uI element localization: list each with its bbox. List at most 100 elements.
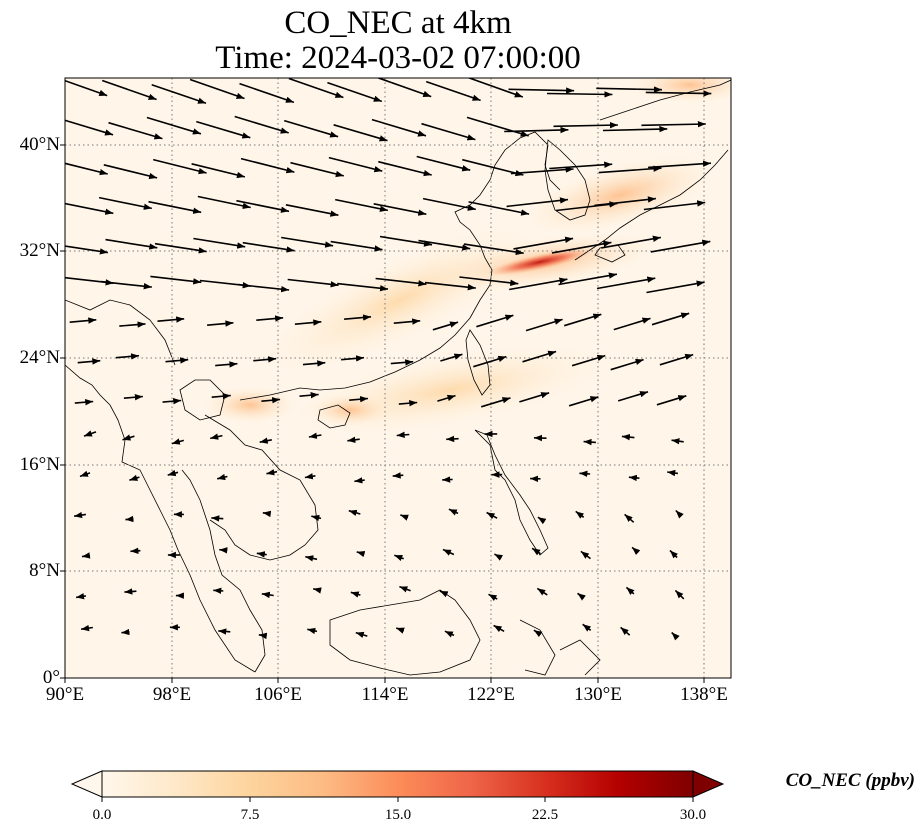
wind-arrow <box>598 165 662 174</box>
wind-arrow <box>288 78 344 99</box>
wind-arrow <box>398 400 418 407</box>
wind-arrow <box>392 472 404 479</box>
wind-arrow <box>108 121 163 140</box>
tick-marks <box>60 144 705 683</box>
wind-vectors <box>65 78 712 641</box>
wind-arrow <box>304 473 316 480</box>
lat-label-8: 8°N <box>29 560 60 581</box>
wind-arrow <box>510 166 574 175</box>
wind-arrow <box>442 548 455 556</box>
wind-arrow <box>480 397 511 408</box>
wind-arrow <box>146 116 202 135</box>
wind-arrow <box>563 313 602 327</box>
wind-arrow <box>65 119 114 136</box>
wind-arrow <box>376 78 432 98</box>
wind-arrow <box>171 438 185 445</box>
lon-label-114: 114°E <box>361 684 409 705</box>
wind-arrow <box>65 245 109 255</box>
wind-arrow <box>262 510 272 518</box>
wind-arrow <box>442 476 453 483</box>
colorbar-tick-0: 0.0 <box>92 807 112 823</box>
border-laos <box>179 379 226 421</box>
plume-korea-japan <box>527 156 713 234</box>
wind-arrow <box>65 202 114 215</box>
wind-arrow <box>375 277 427 287</box>
wind-arrow <box>65 79 108 97</box>
wind-arrow <box>674 589 685 600</box>
wind-arrow <box>253 356 277 363</box>
wind-arrow <box>213 587 224 595</box>
wind-arrow <box>234 115 289 134</box>
colorbar-label: CO_NEC (ppbv) <box>785 770 915 791</box>
wind-arrow <box>105 238 158 250</box>
wind-arrow <box>356 551 366 558</box>
wind-arrow <box>100 280 152 290</box>
map-frame <box>64 77 732 679</box>
wind-arrow <box>101 79 157 101</box>
plume-northeast <box>630 78 731 103</box>
wind-arrow <box>513 236 574 250</box>
coastline-hainan <box>317 404 351 429</box>
wind-arrow <box>509 277 568 291</box>
coastline-korea <box>544 139 591 221</box>
wind-arrow <box>418 239 471 251</box>
wind-arrow <box>621 433 635 441</box>
wind-arrow <box>327 81 383 103</box>
wind-arrow <box>115 353 140 360</box>
coastline-borneo <box>329 589 481 676</box>
wind-arrow <box>601 235 662 249</box>
wind-arrow <box>583 438 596 446</box>
wind-arrow <box>307 627 318 635</box>
wind-arrow <box>620 626 631 636</box>
wind-arrow <box>617 391 649 402</box>
wind-arrow <box>568 396 599 407</box>
coastline-northeast-asia <box>599 79 731 121</box>
wind-arrow <box>148 200 202 214</box>
wind-arrow <box>335 198 389 212</box>
wind-arrow <box>121 628 130 636</box>
wind-arrow <box>153 158 207 175</box>
wind-arrow <box>571 354 606 367</box>
plume-east-china-sea-core <box>486 248 594 276</box>
wind-arrow <box>240 157 295 174</box>
wind-arrow <box>238 283 290 293</box>
wind-arrow <box>531 547 541 556</box>
wind-arrow <box>355 631 368 638</box>
wind-arrow <box>83 430 97 437</box>
wind-arrow <box>207 320 234 327</box>
wind-arrow <box>448 508 459 516</box>
wind-arrow <box>299 392 319 399</box>
wind-arrow <box>305 555 318 562</box>
wind-arrow <box>504 126 569 134</box>
coastline-kyushu <box>594 244 626 263</box>
wind-arrow <box>151 83 207 105</box>
wind-arrow <box>294 319 322 326</box>
wind-arrow <box>191 163 246 179</box>
wind-arrow <box>624 513 635 523</box>
wind-arrow <box>400 514 409 521</box>
colorbar-tick-22-5: 22.5 <box>531 807 559 823</box>
wind-arrow <box>462 158 524 177</box>
wind-arrow <box>215 361 238 368</box>
wind-arrow <box>210 433 223 440</box>
wind-arrow <box>537 516 547 525</box>
wind-arrow <box>459 276 519 286</box>
wind-arrow <box>488 593 498 601</box>
wind-arrow <box>350 591 361 598</box>
wind-arrow <box>582 623 592 632</box>
wind-arrow <box>197 195 251 210</box>
wind-arrow <box>74 399 94 406</box>
wind-arrow <box>256 315 284 322</box>
coastline-sulawesi <box>519 619 556 676</box>
wind-arrow <box>493 624 505 633</box>
wind-arrow <box>396 431 410 439</box>
wind-arrow <box>645 90 712 97</box>
colorbar-extend-max <box>692 770 725 798</box>
lon-label-90: 90°E <box>45 684 85 705</box>
wind-arrow <box>333 124 388 142</box>
wind-arrow <box>150 275 202 285</box>
wind-arrow <box>347 436 360 443</box>
wind-arrow <box>444 630 455 638</box>
wind-arrow <box>378 160 432 177</box>
